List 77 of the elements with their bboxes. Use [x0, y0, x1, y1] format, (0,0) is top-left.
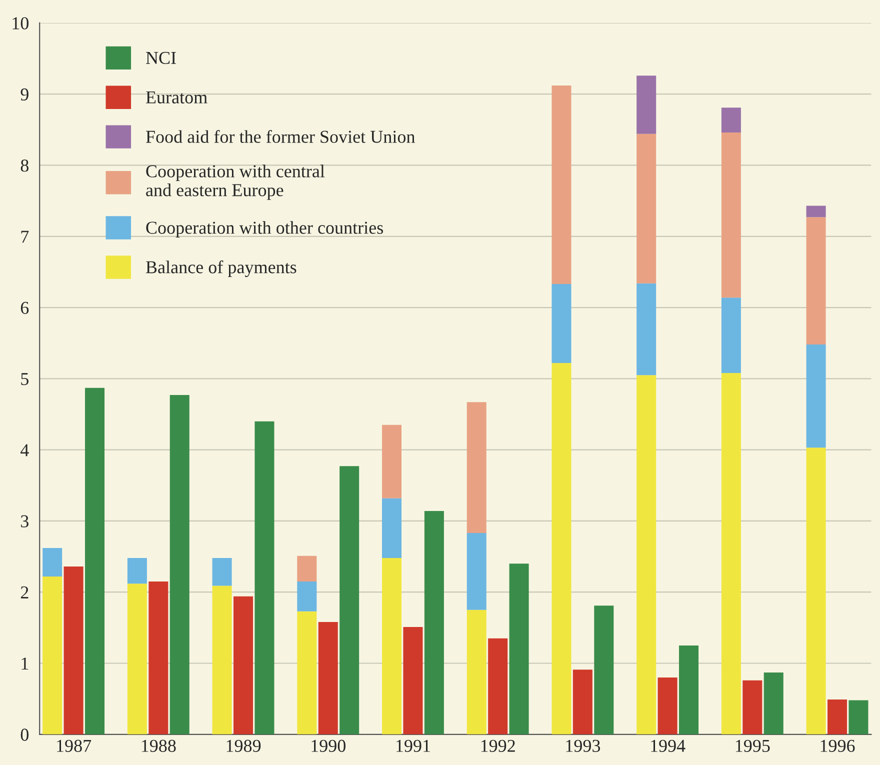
bar [424, 511, 444, 734]
x-tick-label: 1989 [226, 740, 261, 752]
bar [658, 677, 678, 734]
bar [170, 395, 190, 734]
bar [572, 670, 592, 734]
bar [127, 584, 147, 734]
bar [403, 626, 423, 734]
bar [297, 581, 317, 612]
x-tick-label: 1988 [142, 740, 176, 752]
bar [297, 611, 317, 734]
bar [552, 284, 572, 364]
bar [552, 86, 572, 284]
bar [679, 645, 699, 734]
x-tick-label: 1993 [566, 740, 600, 752]
y-tick-label: 3 [21, 515, 28, 528]
bar [594, 606, 614, 734]
y-tick-label: 7 [21, 230, 29, 243]
bar [636, 134, 656, 284]
bar [488, 638, 508, 734]
y-tick-label: 9 [20, 88, 28, 101]
bar [806, 217, 826, 345]
bar [85, 388, 105, 734]
x-tick-label: 1991 [396, 740, 430, 752]
legend-label: Food aid for the former Soviet Union [146, 130, 415, 143]
bar [636, 375, 656, 734]
bar [340, 466, 360, 734]
x-tick-label: 1992 [481, 740, 515, 752]
bar [212, 586, 232, 734]
bar [806, 206, 826, 218]
bar [234, 596, 254, 734]
bar [509, 564, 529, 734]
bar [64, 566, 84, 734]
bar [318, 622, 338, 734]
y-tick-label: 2 [20, 586, 28, 598]
bar [721, 108, 741, 133]
y-tick-label: 1 [22, 658, 28, 670]
bar [636, 283, 656, 376]
bar [254, 421, 274, 734]
bar [721, 132, 741, 298]
x-tick-label: 1987 [57, 740, 92, 752]
legend-label: NCI [146, 52, 176, 64]
bar [382, 558, 402, 734]
bar [848, 700, 868, 734]
bar [466, 402, 486, 534]
y-tick-label: 5 [21, 373, 28, 386]
bar [42, 548, 62, 576]
x-tick-label: 1995 [736, 740, 770, 752]
bar [552, 363, 572, 734]
bar [127, 558, 147, 584]
legend-label: Balance of payments [146, 260, 296, 278]
legend-label: Cooperation with other countries [146, 221, 383, 238]
bar [148, 581, 168, 734]
bar [382, 424, 402, 498]
bar [806, 344, 826, 448]
bar [212, 558, 232, 586]
x-tick-label: 1996 [820, 740, 855, 752]
bar [742, 680, 762, 734]
bar [828, 700, 848, 734]
bar [466, 610, 486, 734]
legend-label: Cooperation with central and eastern Europe [146, 164, 325, 200]
bar [382, 498, 402, 558]
bar [466, 533, 486, 610]
bar [297, 556, 317, 582]
bar [636, 76, 656, 134]
y-tick-label: 6 [20, 302, 29, 314]
legend-label: Euratom [146, 91, 208, 104]
bar [721, 298, 741, 373]
bar [764, 672, 784, 734]
y-tick-label: 0 [20, 728, 28, 741]
bar [721, 372, 741, 734]
y-tick-label: 4 [20, 444, 29, 456]
bar [806, 448, 826, 734]
y-tick-label: 8 [20, 159, 28, 172]
bar [42, 576, 62, 734]
y-tick-label: 10 [12, 17, 28, 30]
x-tick-label: 1994 [651, 740, 686, 752]
x-tick-label: 1990 [312, 740, 346, 752]
